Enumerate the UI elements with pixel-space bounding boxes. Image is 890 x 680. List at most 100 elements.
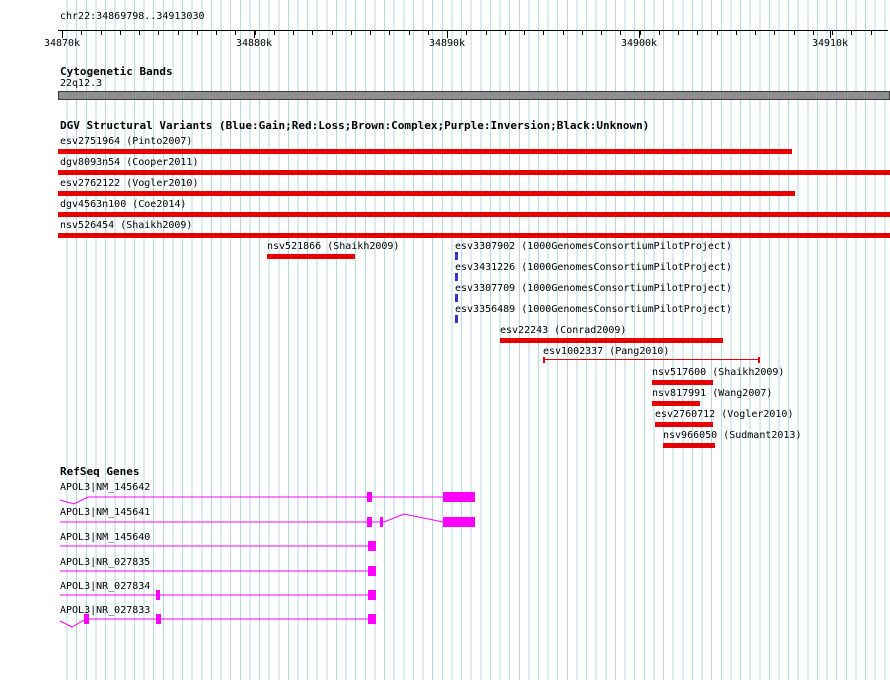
variant-label[interactable]: esv3307709 (1000GenomesConsortiumPilotPr… bbox=[455, 283, 732, 294]
ruler-minor-tick bbox=[101, 30, 102, 35]
ruler-minor-tick bbox=[755, 30, 756, 35]
ruler-minor-tick bbox=[640, 30, 641, 35]
gene-label[interactable]: APOL3|NR_027835 bbox=[60, 557, 151, 568]
ruler-minor-tick bbox=[601, 30, 602, 35]
variant-bar[interactable] bbox=[663, 443, 715, 448]
gene-exon[interactable] bbox=[368, 541, 376, 551]
cytobands-track-title: Cytogenetic Bands bbox=[60, 65, 173, 78]
ruler-major-tick bbox=[639, 30, 640, 38]
variant-bar[interactable] bbox=[652, 401, 700, 406]
cytoband-band[interactable] bbox=[58, 91, 890, 100]
dgv-track-title: DGV Structural Variants (Blue:Gain;Red:L… bbox=[60, 119, 650, 132]
variant-span-line bbox=[543, 359, 760, 360]
ruler-minor-tick bbox=[620, 30, 621, 35]
variant-bar[interactable] bbox=[267, 254, 355, 259]
ruler-minor-tick bbox=[659, 30, 660, 35]
ruler-minor-tick bbox=[351, 30, 352, 35]
variant-label[interactable]: esv3431226 (1000GenomesConsortiumPilotPr… bbox=[455, 262, 732, 273]
ruler-minor-tick bbox=[678, 30, 679, 35]
region-label: chr22:34869798..34913030 bbox=[60, 11, 205, 22]
ruler-line bbox=[58, 30, 888, 31]
ruler-minor-tick bbox=[813, 30, 814, 35]
variant-label[interactable]: esv3356489 (1000GenomesConsortiumPilotPr… bbox=[455, 304, 732, 315]
variant-bar[interactable] bbox=[58, 170, 890, 175]
gene-label[interactable]: APOL3|NM_145641 bbox=[60, 507, 151, 518]
variant-label[interactable]: nsv517600 (Shaikh2009) bbox=[652, 367, 785, 378]
variant-label[interactable]: dgv8093n54 (Cooper2011) bbox=[60, 157, 199, 168]
variant-label[interactable]: esv2760712 (Vogler2010) bbox=[655, 409, 794, 420]
ruler-minor-tick bbox=[794, 30, 795, 35]
gene-label[interactable]: APOL3|NM_145640 bbox=[60, 532, 151, 543]
variant-bar[interactable] bbox=[58, 233, 890, 238]
cytoband-name-label: 22q12.3 bbox=[60, 78, 103, 89]
variant-span[interactable] bbox=[543, 357, 760, 363]
ruler-minor-tick bbox=[697, 30, 698, 35]
ruler-tick-label: 34870k bbox=[43, 38, 81, 49]
variant-label[interactable]: nsv817991 (Wang2007) bbox=[652, 388, 773, 399]
variant-bar[interactable] bbox=[455, 273, 458, 281]
ruler-tick-label: 34890k bbox=[428, 38, 466, 49]
ruler-minor-tick bbox=[563, 30, 564, 35]
variant-label[interactable]: dgv4563n100 (Coe2014) bbox=[60, 199, 187, 210]
variant-bar[interactable] bbox=[500, 338, 723, 343]
ruler-major-tick bbox=[62, 30, 63, 38]
ruler-minor-tick bbox=[274, 30, 275, 35]
variant-label[interactable]: esv2762122 (Vogler2010) bbox=[60, 178, 199, 189]
variant-span-left-tick bbox=[543, 357, 545, 363]
ruler-minor-tick bbox=[832, 30, 833, 35]
ruler-tick-label: 34880k bbox=[235, 38, 273, 49]
variant-label[interactable]: esv1002337 (Pang2010) bbox=[543, 346, 670, 357]
ruler-tick-label: 34910k bbox=[811, 38, 849, 49]
gene-label[interactable]: APOL3|NM_145642 bbox=[60, 482, 151, 493]
ruler-minor-tick bbox=[466, 30, 467, 35]
ruler-minor-tick bbox=[255, 30, 256, 35]
gene-exon[interactable] bbox=[368, 590, 376, 600]
ruler-tick-label: 34900k bbox=[620, 38, 658, 49]
variant-label[interactable]: nsv521866 (Shaikh2009) bbox=[267, 241, 400, 252]
variant-bar[interactable] bbox=[652, 380, 713, 385]
gene-exon[interactable] bbox=[368, 614, 376, 624]
ruler-major-tick bbox=[254, 30, 255, 38]
gene-exon[interactable] bbox=[380, 517, 383, 527]
variant-bar[interactable] bbox=[58, 191, 795, 196]
ruler-minor-tick bbox=[178, 30, 179, 35]
ruler-minor-tick bbox=[158, 30, 159, 35]
gene-label[interactable]: APOL3|NR_027834 bbox=[60, 581, 151, 592]
gene-exon[interactable] bbox=[367, 492, 372, 502]
ruler-minor-tick bbox=[409, 30, 410, 35]
variant-bar[interactable] bbox=[455, 294, 458, 302]
ruler-minor-tick bbox=[81, 30, 82, 35]
variant-bar[interactable] bbox=[455, 315, 458, 323]
gene-exon[interactable] bbox=[156, 614, 161, 624]
ruler-minor-tick bbox=[524, 30, 525, 35]
ruler-minor-tick bbox=[871, 30, 872, 35]
gene-exon[interactable] bbox=[84, 614, 89, 624]
refseq-track-title: RefSeq Genes bbox=[60, 465, 140, 478]
variant-label[interactable]: esv2751964 (Pinto2007) bbox=[60, 136, 193, 147]
variant-label[interactable]: esv3307902 (1000GenomesConsortiumPilotPr… bbox=[455, 241, 732, 252]
variant-bar[interactable] bbox=[58, 212, 890, 217]
ruler-minor-tick bbox=[428, 30, 429, 35]
ruler-minor-tick bbox=[370, 30, 371, 35]
ruler-minor-tick bbox=[235, 30, 236, 35]
ruler-minor-tick bbox=[582, 30, 583, 35]
variant-label[interactable]: esv22243 (Conrad2009) bbox=[500, 325, 627, 336]
ruler-minor-tick bbox=[851, 30, 852, 35]
ruler-major-tick bbox=[830, 30, 831, 38]
variant-bar[interactable] bbox=[655, 422, 713, 427]
variant-bar[interactable] bbox=[58, 149, 792, 154]
ruler-minor-tick bbox=[332, 30, 333, 35]
ruler-minor-tick bbox=[139, 30, 140, 35]
gene-utr-box[interactable] bbox=[443, 517, 475, 527]
gene-exon[interactable] bbox=[156, 590, 160, 600]
ruler-minor-tick bbox=[120, 30, 121, 35]
gene-exon[interactable] bbox=[367, 517, 372, 527]
variant-label[interactable]: nsv526454 (Shaikh2009) bbox=[60, 220, 193, 231]
gene-label[interactable]: APOL3|NR_027833 bbox=[60, 605, 151, 616]
variant-bar[interactable] bbox=[455, 252, 458, 260]
ruler-minor-tick bbox=[774, 30, 775, 35]
gene-exon[interactable] bbox=[368, 566, 376, 576]
gene-utr-box[interactable] bbox=[443, 492, 475, 502]
ruler-minor-tick bbox=[216, 30, 217, 35]
variant-label[interactable]: nsv966050 (Sudmant2013) bbox=[663, 430, 802, 441]
